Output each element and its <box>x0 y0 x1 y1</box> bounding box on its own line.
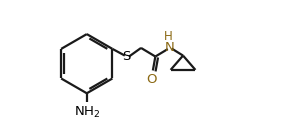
Text: NH$_2$: NH$_2$ <box>74 105 100 120</box>
Text: S: S <box>123 50 131 63</box>
Text: O: O <box>147 73 157 86</box>
Text: N: N <box>165 41 175 54</box>
Text: H: H <box>164 30 173 43</box>
